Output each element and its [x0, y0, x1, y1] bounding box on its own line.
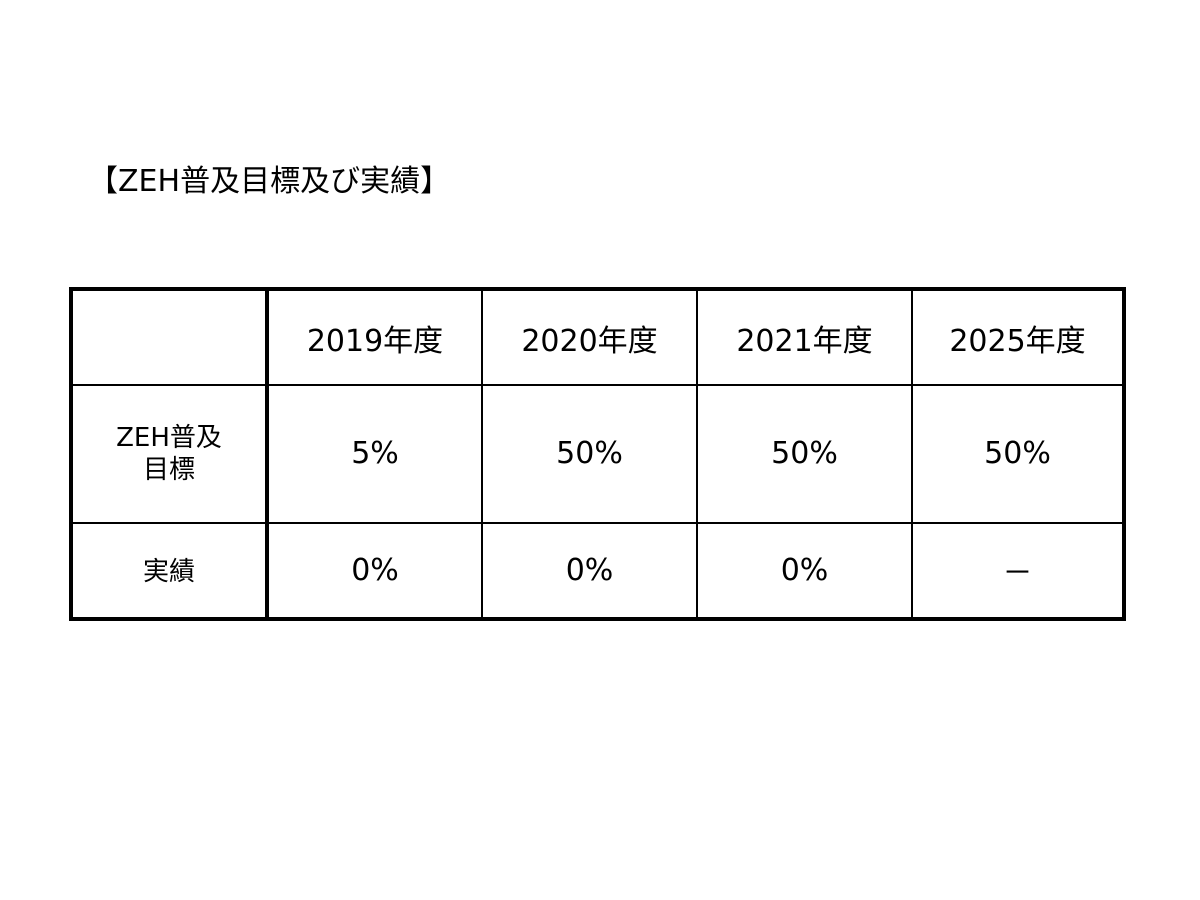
corner-cell [73, 291, 269, 387]
row-header-label: ZEH普及目標 [116, 422, 222, 485]
column-header: 2020年度 [481, 291, 698, 387]
zeh-table: 2019年度 2020年度 2021年度 2025年度 ZEH普及目標 5% 5… [69, 287, 1126, 621]
table-cell: 0% [696, 521, 913, 617]
table-cell: 50% [481, 384, 698, 524]
column-header: 2021年度 [696, 291, 913, 387]
table-row: 実績 0% 0% 0% － [73, 521, 1122, 617]
data-table: 2019年度 2020年度 2021年度 2025年度 ZEH普及目標 5% 5… [73, 291, 1122, 617]
table-cell: － [911, 521, 1122, 617]
table-cell: 5% [266, 384, 483, 524]
table-row: ZEH普及目標 5% 50% 50% 50% [73, 384, 1122, 524]
table-cell: 50% [911, 384, 1122, 524]
row-header-label: 実績 [142, 556, 195, 587]
page-title: 【ZEH普及目標及び実績】 [88, 164, 451, 199]
row-header: 実績 [73, 521, 269, 617]
column-header: 2019年度 [266, 291, 483, 387]
table-cell: 0% [481, 521, 698, 617]
header-row: 2019年度 2020年度 2021年度 2025年度 [73, 291, 1122, 387]
column-header: 2025年度 [911, 291, 1122, 387]
table-cell: 0% [266, 521, 483, 617]
row-header: ZEH普及目標 [73, 384, 269, 524]
table-cell: 50% [696, 384, 913, 524]
